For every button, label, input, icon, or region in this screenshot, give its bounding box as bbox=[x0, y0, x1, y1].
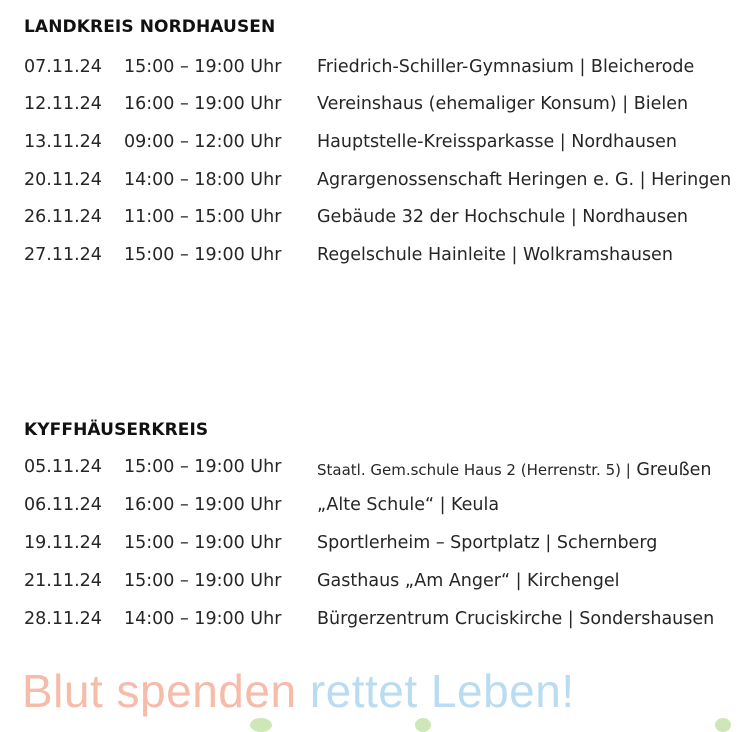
location: Agrargenossenschaft Heringen e. G. | Her… bbox=[317, 170, 732, 190]
time: 16:00 – 19:00 Uhr bbox=[124, 94, 282, 114]
location: Gebäude 32 der Hochschule | Nordhausen bbox=[317, 207, 688, 227]
city: Greußen bbox=[630, 460, 712, 480]
location: Vereinshaus (ehemaliger Konsum) | Bielen bbox=[317, 94, 689, 114]
time: 14:00 – 19:00 Uhr bbox=[124, 609, 282, 629]
decorative-shape bbox=[415, 718, 431, 732]
time: 15:00 – 19:00 Uhr bbox=[124, 57, 282, 77]
table-row: 06.11.24 16:00 – 19:00 Uhr „Alte Schule“ |… bbox=[0, 495, 751, 525]
table-row: 28.11.24 14:00 – 19:00 Uhr Bürgerzentrum C… bbox=[0, 609, 751, 639]
date: 21.11.24 bbox=[24, 571, 102, 591]
location: Regelschule Hainleite | Wolkramshausen bbox=[317, 245, 673, 265]
time: 09:00 – 12:00 Uhr bbox=[124, 132, 282, 152]
time: 15:00 – 19:00 Uhr bbox=[124, 571, 282, 591]
location: Sportlerheim – Sportplatz | Schernberg bbox=[317, 533, 658, 553]
table-row: 13.11.24 09:00 – 12:00 Uhr Hauptstelle-Kre… bbox=[0, 132, 751, 162]
table-row: 05.11.24 15:00 – 19:00 Uhr Staatl. Gem.sch… bbox=[0, 457, 751, 487]
section-title-kyffhaeuserkreis: KYFFHÄUSERKREIS bbox=[24, 420, 209, 440]
decorative-shape bbox=[715, 718, 731, 732]
time: 14:00 – 18:00 Uhr bbox=[124, 170, 282, 190]
table-row: 07.11.24 15:00 – 19:00 Uhr Friedrich-Schil… bbox=[0, 57, 751, 87]
date: 19.11.24 bbox=[24, 533, 102, 553]
date: 28.11.24 bbox=[24, 609, 102, 629]
date: 26.11.24 bbox=[24, 207, 102, 227]
table-row: 20.11.24 14:00 – 18:00 Uhr Agrargenossensc… bbox=[0, 170, 751, 200]
date: 20.11.24 bbox=[24, 170, 102, 190]
decorative-shape bbox=[250, 718, 272, 732]
table-row: 19.11.24 15:00 – 19:00 Uhr Sportlerheim – … bbox=[0, 533, 751, 563]
location-text: Staatl. Gem.schule Haus 2 (Herrenstr. 5)… bbox=[317, 461, 631, 479]
date: 05.11.24 bbox=[24, 457, 102, 477]
location: Bürgerzentrum Cruciskirche | Sondershaus… bbox=[317, 609, 715, 629]
date: 06.11.24 bbox=[24, 495, 102, 515]
location: Gasthaus „Am Anger“ | Kirchengel bbox=[317, 571, 620, 591]
slogan-banner: Blut spenden rettet Leben! bbox=[22, 664, 575, 718]
table-row: 12.11.24 16:00 – 19:00 Uhr Vereinshaus (eh… bbox=[0, 94, 751, 124]
location: Staatl. Gem.schule Haus 2 (Herrenstr. 5)… bbox=[317, 460, 711, 480]
time: 16:00 – 19:00 Uhr bbox=[124, 495, 282, 515]
location: Friedrich-Schiller-Gymnasium | Bleichero… bbox=[317, 57, 695, 77]
date: 27.11.24 bbox=[24, 245, 102, 265]
date: 07.11.24 bbox=[24, 57, 102, 77]
section-title-nordhausen: LANDKREIS NORDHAUSEN bbox=[24, 17, 276, 37]
table-row: 27.11.24 15:00 – 19:00 Uhr Regelschule Hai… bbox=[0, 245, 751, 275]
time: 11:00 – 15:00 Uhr bbox=[124, 207, 282, 227]
time: 15:00 – 19:00 Uhr bbox=[124, 457, 282, 477]
time: 15:00 – 19:00 Uhr bbox=[124, 245, 282, 265]
time: 15:00 – 19:00 Uhr bbox=[124, 533, 282, 553]
slogan-part-1: Blut spenden bbox=[22, 665, 297, 717]
date: 12.11.24 bbox=[24, 94, 102, 114]
location: Hauptstelle-Kreissparkasse | Nordhausen bbox=[317, 132, 677, 152]
slogan-part-2: rettet Leben! bbox=[309, 665, 575, 717]
table-row: 26.11.24 11:00 – 15:00 Uhr Gebäude 32 der … bbox=[0, 207, 751, 237]
table-row: 21.11.24 15:00 – 19:00 Uhr Gasthaus „Am An… bbox=[0, 571, 751, 601]
date: 13.11.24 bbox=[24, 132, 102, 152]
location: „Alte Schule“ | Keula bbox=[317, 495, 500, 515]
